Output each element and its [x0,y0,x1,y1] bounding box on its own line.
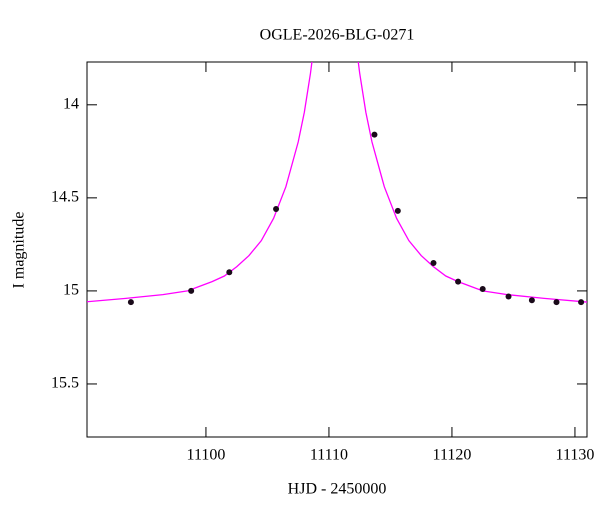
data-point [127,299,134,306]
y-tick-label: 15.5 [51,375,79,392]
x-axis-label: HJD - 2450000 [288,481,387,498]
y-axis-label: I magnitude [11,212,28,289]
data-point [371,131,378,138]
x-tick-label: 11100 [187,447,226,464]
data-point [394,207,401,214]
data-point [505,293,512,300]
data-point [430,259,437,266]
y-tick-label: 15 [63,282,79,299]
plot-frame [86,61,588,438]
x-tick-label: 11130 [556,447,595,464]
y-tick-label: 14.5 [51,189,79,206]
x-tick-label: 11120 [433,447,472,464]
plot-area [87,62,587,306]
data-point [479,286,486,293]
data-point [528,297,535,304]
x-tick-label: 11110 [310,447,348,464]
chart-title: OGLE-2026-BLG-0271 [260,27,415,44]
data-point [455,278,462,285]
data-point [188,287,195,294]
data-point [578,299,585,306]
model-curve [87,62,587,303]
data-point [273,206,280,213]
y-tick-label: 14 [63,95,79,112]
data-point [553,299,560,306]
data-point [226,269,233,276]
